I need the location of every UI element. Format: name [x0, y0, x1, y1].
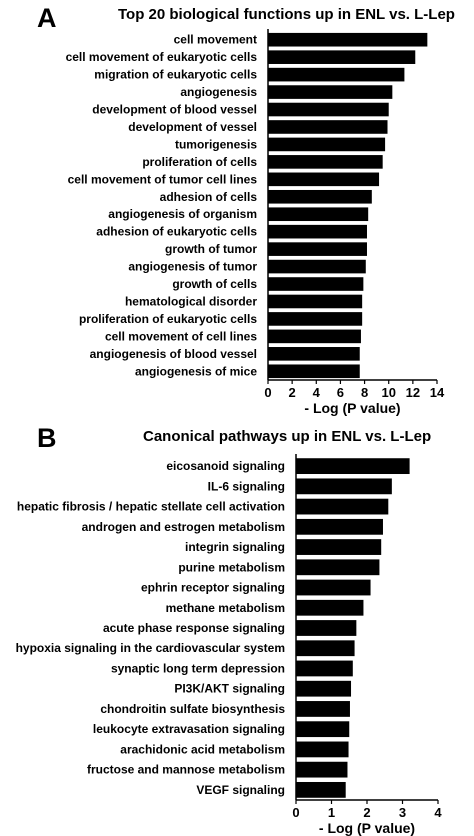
- bar: [268, 102, 389, 117]
- category-label: chondroitin sulfate biosynthesis: [100, 702, 285, 716]
- category-label: androgen and estrogen metabolism: [82, 520, 285, 534]
- panel-a-title: Top 20 biological functions up in ENL vs…: [118, 6, 455, 23]
- bar: [268, 259, 366, 274]
- category-label: migration of eukaryotic cells: [94, 68, 257, 82]
- x-tick-label: 4: [434, 805, 442, 820]
- category-label: arachidonic acid metabolism: [120, 742, 285, 756]
- category-label: hepatic fibrosis / hepatic stellate cell…: [17, 500, 285, 514]
- category-label: IL-6 signaling: [208, 479, 285, 493]
- bar: [296, 781, 346, 798]
- bar: [296, 539, 382, 555]
- category-label: development of vessel: [128, 120, 257, 134]
- x-tick-label: 0: [292, 805, 299, 820]
- bar: [268, 50, 416, 64]
- bar: [268, 347, 360, 361]
- bar: [296, 478, 392, 495]
- bar: [296, 721, 350, 738]
- bar: [268, 189, 372, 204]
- category-label: proliferation of eukaryotic cells: [79, 312, 257, 326]
- category-label: leukocyte extravasation signaling: [93, 722, 285, 736]
- category-label: angiogenesis: [180, 85, 257, 99]
- bar: [296, 741, 349, 758]
- bar: [268, 137, 386, 152]
- category-label: hematological disorder: [125, 294, 257, 308]
- bar: [296, 701, 350, 717]
- bar: [268, 294, 363, 309]
- bar: [296, 660, 353, 677]
- panel-a-chart: cell movement cell movement of eukaryotic…: [66, 29, 445, 416]
- panel-a-letter: A: [37, 3, 57, 33]
- category-label: adhesion of eukaryotic cells: [96, 225, 257, 239]
- bar: [268, 85, 393, 99]
- category-label: fructose and mannose metabolism: [87, 763, 285, 777]
- bar: [296, 458, 410, 475]
- category-label: purine metabolism: [178, 560, 285, 574]
- bar: [268, 329, 361, 344]
- panel-b-title: Canonical pathways up in ENL vs. L-Lep: [143, 428, 431, 445]
- category-label: growth of tumor: [165, 242, 257, 256]
- x-tick-label: 3: [399, 805, 406, 820]
- bar: [296, 599, 364, 616]
- category-label: cell movement of eukaryotic cells: [66, 50, 258, 64]
- bar: [296, 579, 371, 596]
- bar: [268, 155, 383, 169]
- x-tick-label: 2: [363, 805, 370, 820]
- bar: [296, 761, 348, 778]
- bar: [268, 207, 369, 222]
- bar: [296, 498, 389, 515]
- category-label: cell movement of tumor cell lines: [68, 172, 258, 186]
- category-label: integrin signaling: [185, 540, 285, 554]
- category-label: development of blood vessel: [92, 103, 257, 117]
- category-label: angiogenesis of tumor: [128, 260, 257, 274]
- bar: [296, 620, 357, 636]
- category-label: methane metabolism: [166, 601, 285, 615]
- category-label: eicosanoid signaling: [166, 459, 285, 473]
- x-tick-label: 8: [361, 385, 368, 400]
- bar: [296, 559, 380, 576]
- bar: [268, 67, 405, 82]
- x-tick-label: 6: [337, 385, 344, 400]
- x-tick-label: 2: [289, 385, 296, 400]
- category-label: ephrin receptor signaling: [141, 581, 285, 595]
- category-label: PI3K/AKT signaling: [174, 682, 285, 696]
- category-label: acute phase response signaling: [103, 621, 285, 635]
- category-label: angiogenesis of mice: [135, 364, 257, 378]
- bar: [268, 312, 363, 326]
- bar: [268, 242, 367, 256]
- category-label: hypoxia signaling in the cardiovascular …: [16, 641, 285, 655]
- bar: [268, 364, 360, 379]
- category-label: tumorigenesis: [175, 137, 257, 151]
- bar: [296, 518, 383, 535]
- panel-b-letter: B: [37, 423, 57, 453]
- bar: [296, 680, 352, 697]
- bar: [268, 224, 367, 239]
- x-axis-label: - Log (P value): [319, 820, 415, 836]
- bar: [268, 277, 364, 291]
- panel-b-chart: eicosanoid signaling IL-6 signaling hepati…: [16, 454, 442, 836]
- x-axis-label: - Log (P value): [304, 400, 400, 416]
- category-label: angiogenesis of blood vessel: [90, 347, 257, 361]
- category-label: VEGF signaling: [196, 783, 285, 797]
- category-label: angiogenesis of organism: [108, 207, 257, 221]
- x-tick-label: 1: [328, 805, 335, 820]
- category-label: proliferation of cells: [142, 155, 257, 169]
- bar: [296, 640, 355, 657]
- x-tick-label: 12: [406, 385, 420, 400]
- bar: [268, 120, 388, 134]
- category-label: synaptic long term depression: [111, 661, 285, 675]
- x-tick-label: 10: [381, 385, 395, 400]
- category-label: adhesion of cells: [160, 190, 258, 204]
- category-label: cell movement of cell lines: [105, 329, 257, 343]
- category-label: growth of cells: [172, 277, 257, 291]
- x-tick-label: 14: [430, 385, 445, 400]
- bar: [268, 172, 380, 187]
- category-label: cell movement: [174, 33, 257, 47]
- x-tick-label: 0: [264, 385, 271, 400]
- bar: [268, 32, 428, 47]
- x-tick-label: 4: [313, 385, 321, 400]
